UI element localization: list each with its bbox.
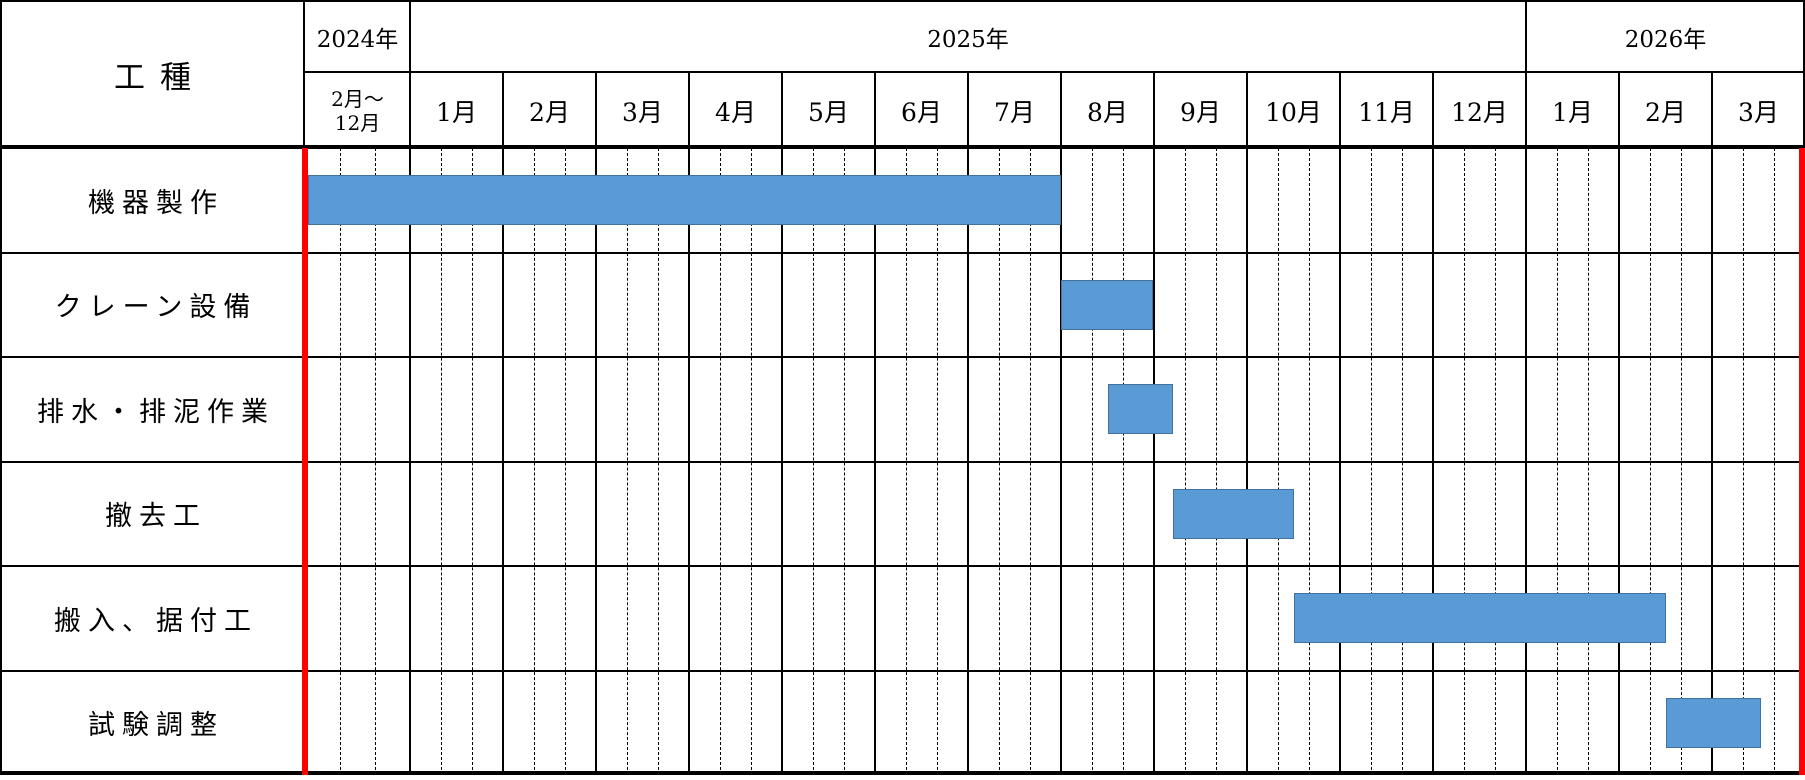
month-header-cell-3: 3月 — [622, 97, 663, 127]
grid-month-line — [967, 72, 969, 775]
gantt-bar-試験調整 — [1666, 698, 1761, 748]
month-header-cell-6: 6月 — [901, 97, 942, 127]
outer-border-bottom — [0, 771, 1805, 775]
years-months-divider-line — [305, 71, 1805, 73]
grid-month-line — [688, 72, 690, 775]
task-label-5: 試験調整 — [88, 710, 224, 742]
month-header-cell-1: 1月 — [436, 97, 477, 127]
year-header-cell-2026年: 2026年 — [1624, 26, 1707, 53]
grid-month-line — [1246, 72, 1248, 775]
kind-header-cell: 工種 — [114, 59, 206, 96]
grid-month-line — [595, 72, 597, 775]
task-label-0: 機器製作 — [88, 187, 224, 219]
outer-border-left — [0, 0, 2, 775]
month-header-cell-10: 10月 — [1265, 97, 1322, 127]
start-marker-line — [302, 148, 308, 775]
grid-month-line — [1060, 72, 1062, 775]
task-label-1: クレーン設備 — [54, 292, 258, 324]
row-divider-line — [0, 356, 1805, 358]
month-header-cell-14: 2月 — [1645, 97, 1686, 127]
gantt-bar-搬入、据付工 — [1294, 593, 1666, 643]
month-header-cell-9: 9月 — [1180, 97, 1221, 127]
grid-month-line — [781, 72, 783, 775]
row-divider-line — [0, 461, 1805, 463]
row-divider-line — [0, 565, 1805, 567]
year-header-cell-2025年: 2025年 — [927, 26, 1009, 53]
month-header-cell-2: 2月 — [529, 97, 570, 127]
grid-month-line — [874, 72, 876, 775]
month-header-cell-13: 1月 — [1552, 97, 1593, 127]
year-header-cell-2024年: 2024年 — [316, 26, 399, 53]
gantt-bar-クレーン設備 — [1061, 280, 1153, 330]
grid-month-line — [1618, 72, 1620, 775]
gantt-bar-排水・排泥作業 — [1108, 384, 1173, 434]
grid-month-line — [1711, 72, 1713, 775]
month-header-cell-4: 4月 — [715, 97, 756, 127]
grid-month-line — [502, 72, 504, 775]
month-header-cell-15: 3月 — [1738, 97, 1779, 127]
month-header-line: 12月 — [334, 110, 381, 135]
grid-month-line — [409, 0, 411, 775]
row-divider-line — [0, 252, 1805, 254]
gantt-bar-撤去工 — [1173, 489, 1294, 539]
task-label-3: 撤去工 — [105, 501, 207, 533]
row-divider-line — [0, 670, 1805, 672]
grid-month-line — [1432, 72, 1434, 775]
month-header-cell-7: 7月 — [994, 97, 1035, 127]
month-header-cell-8: 8月 — [1087, 97, 1128, 127]
end-marker-line — [1799, 148, 1805, 775]
month-header-cell-12: 12月 — [1451, 97, 1508, 127]
grid-month-line — [1525, 0, 1527, 775]
header-bottom-line — [0, 145, 1805, 149]
month-header-cell-0: 2月～ 12月 — [305, 73, 410, 148]
month-header-line: 2月～ — [331, 86, 384, 111]
task-label-2: 排水・排泥作業 — [37, 396, 275, 428]
month-header-cell-11: 11月 — [1358, 97, 1415, 127]
gantt-bar-機器製作 — [308, 175, 1061, 225]
task-label-4: 搬入、据付工 — [54, 605, 258, 637]
month-header-cell-5: 5月 — [808, 97, 849, 127]
outer-border-top — [0, 0, 1805, 2]
grid-month-line — [1339, 72, 1341, 775]
